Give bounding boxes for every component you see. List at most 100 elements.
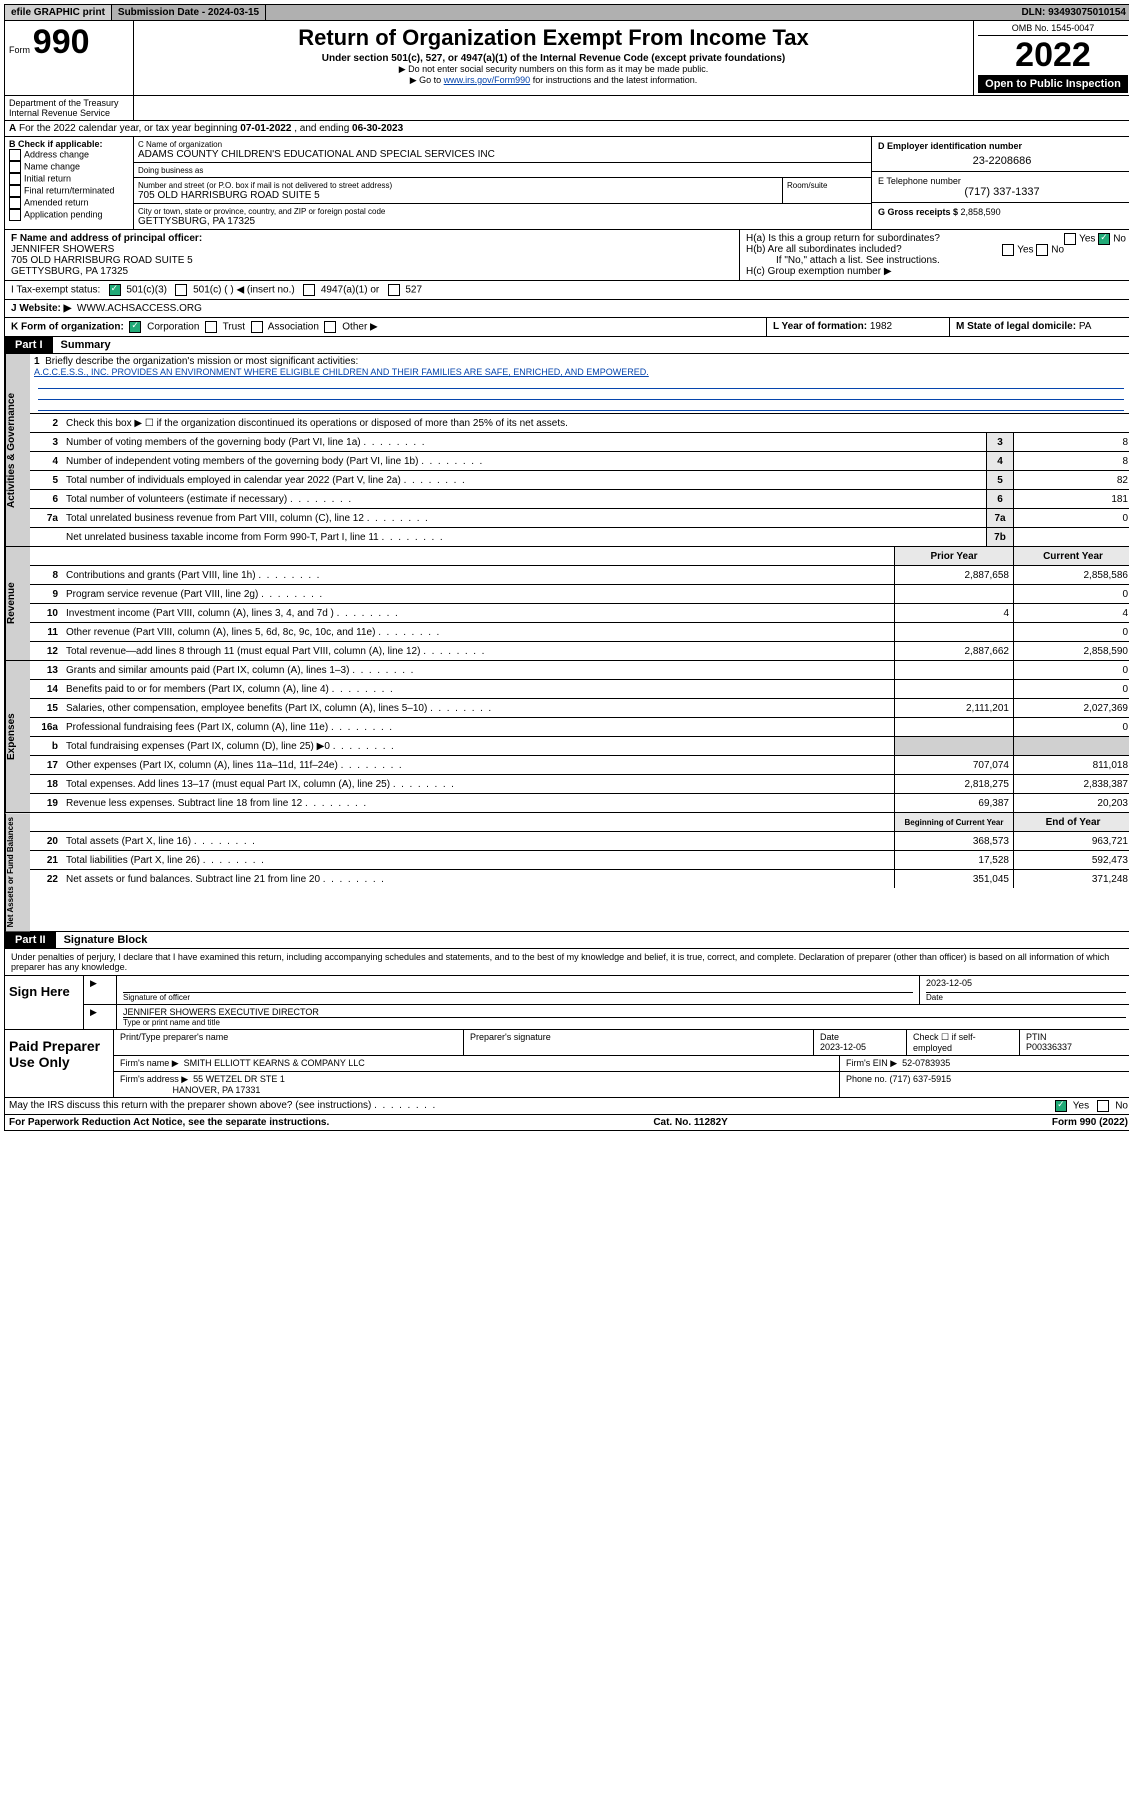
checkbox-association[interactable] (251, 321, 263, 333)
right-info-col: D Employer identification number 23-2208… (871, 137, 1129, 229)
checkbox-501c[interactable] (175, 284, 187, 296)
title-cell: Return of Organization Exempt From Incom… (134, 21, 974, 95)
firm-addr2: HANOVER, PA 17331 (173, 1085, 261, 1095)
line-num: 12 (30, 646, 62, 657)
sign-here-grid: Sign Here ▶ Signature of officer 2023-12… (5, 975, 1129, 1029)
line-num: 15 (30, 703, 62, 714)
line-desc: Total liabilities (Part X, line 26) (62, 853, 894, 868)
prior-value: 69,387 (894, 794, 1013, 812)
line-num: 14 (30, 684, 62, 695)
summary-line: 5Total number of individuals employed in… (30, 471, 1129, 490)
form-number: 990 (33, 23, 90, 61)
prior-value: 2,818,275 (894, 775, 1013, 793)
officer-sig-date: 2023-12-05 (926, 978, 1126, 992)
domicile-label: M State of legal domicile: (956, 321, 1079, 332)
line-value: 8 (1013, 452, 1129, 470)
summary-line: Net unrelated business taxable income fr… (30, 528, 1129, 546)
box-e: E Telephone number (717) 337-1337 (872, 172, 1129, 203)
firm-name-value: SMITH ELLIOTT KEARNS & COMPANY LLC (184, 1058, 365, 1068)
line-num: 20 (30, 836, 62, 847)
box-g: G Gross receipts $ 2,858,590 (872, 203, 1129, 221)
checkbox-4947[interactable] (303, 284, 315, 296)
line-num: 8 (30, 570, 62, 581)
firm-phone-cell: Phone no. (717) 637-5915 (840, 1072, 1129, 1097)
firm-phone-label: Phone no. (846, 1074, 890, 1084)
top-bar: efile GRAPHIC print Submission Date - 20… (4, 4, 1129, 21)
form-footer: Form 990 (2022) (1052, 1117, 1128, 1128)
line-box: 7a (986, 509, 1013, 527)
footer-row: For Paperwork Reduction Act Notice, see … (4, 1115, 1129, 1131)
instructions-link[interactable]: www.irs.gov/Form990 (444, 75, 531, 85)
part-1-title: Summary (53, 337, 119, 353)
discuss-answers: Yes No (1055, 1100, 1128, 1112)
begin-year-header: Beginning of Current Year (894, 813, 1013, 831)
line-desc: Total revenue—add lines 8 through 11 (mu… (62, 644, 894, 659)
line-num: 22 (30, 874, 62, 885)
checkbox-501c3[interactable] (109, 284, 121, 296)
prior-value (894, 623, 1013, 641)
submission-date-value: 2024-03-15 (208, 7, 259, 18)
box-m: M State of legal domicile: PA (950, 318, 1129, 336)
arrow-icon: ▶ (84, 976, 117, 1004)
summary-line: 16aProfessional fundraising fees (Part I… (30, 718, 1129, 737)
box-c: C Name of organization ADAMS COUNTY CHIL… (134, 137, 871, 229)
summary-line: 13Grants and similar amounts paid (Part … (30, 661, 1129, 680)
row-i: I Tax-exempt status: 501(c)(3) 501(c) ( … (4, 281, 1129, 300)
row-j: J Website: ▶ WWW.ACHSACCESS.ORG (4, 300, 1129, 318)
ein-label: D Employer identification number (878, 141, 1126, 151)
form-subtitle: Under section 501(c), 527, or 4947(a)(1)… (138, 53, 969, 64)
row-klm: K Form of organization: Corporation Trus… (4, 318, 1129, 337)
street-label: Number and street (or P.O. box if mail i… (138, 181, 392, 190)
checkbox-initial-return[interactable]: Initial return (9, 173, 129, 185)
formation-year-label: L Year of formation: (773, 321, 870, 332)
checkbox-amended-return[interactable]: Amended return (9, 197, 129, 209)
form-label: Form (9, 45, 30, 55)
summary-line: 8Contributions and grants (Part VIII, li… (30, 566, 1129, 585)
checkbox-address-change[interactable]: Address change (9, 149, 129, 161)
prior-value (894, 585, 1013, 603)
summary-line: 3Number of voting members of the governi… (30, 433, 1129, 452)
discuss-yes-checkbox[interactable] (1055, 1100, 1067, 1112)
checkbox-final-return[interactable]: Final return/terminated (9, 185, 129, 197)
city-label: City or town, state or province, country… (138, 207, 385, 216)
line-desc: Net assets or fund balances. Subtract li… (62, 872, 894, 887)
checkbox-application-pending[interactable]: Application pending (9, 209, 129, 221)
checkbox-527[interactable] (388, 284, 400, 296)
mission-text: A.C.C.E.S.S., INC. PROVIDES AN ENVIRONME… (34, 367, 649, 377)
ha-no-checkbox[interactable] (1098, 233, 1110, 245)
summary-line: 12Total revenue—add lines 8 through 11 (… (30, 642, 1129, 660)
prep-sig-header: Preparer's signature (464, 1030, 814, 1055)
current-value: 2,838,387 (1013, 775, 1129, 793)
expenses-body: 13Grants and similar amounts paid (Part … (30, 661, 1129, 812)
h-c-row: H(c) Group exemption number ▶ (746, 266, 1126, 277)
ha-yes-checkbox[interactable] (1064, 233, 1076, 245)
current-value: 811,018 (1013, 756, 1129, 774)
line-num: 13 (30, 665, 62, 676)
firm-ein-label: Firm's EIN ▶ (846, 1058, 897, 1068)
line-desc: Grants and similar amounts paid (Part IX… (62, 663, 894, 678)
checkbox-other[interactable] (324, 321, 336, 333)
hb-no-checkbox[interactable] (1036, 244, 1048, 256)
checkbox-trust[interactable] (205, 321, 217, 333)
line-desc: Revenue less expenses. Subtract line 18 … (62, 796, 894, 811)
officer-name-cell: JENNIFER SHOWERS EXECUTIVE DIRECTOR Type… (117, 1005, 1129, 1029)
line-num: 17 (30, 760, 62, 771)
officer-typed-name: JENNIFER SHOWERS EXECUTIVE DIRECTOR (123, 1007, 1126, 1017)
hb-yes-checkbox[interactable] (1002, 244, 1014, 256)
line-desc: Total expenses. Add lines 13–17 (must eq… (62, 777, 894, 792)
period-begin: 07-01-2022 (240, 123, 291, 134)
efile-print-button[interactable]: efile GRAPHIC print (5, 5, 112, 20)
netassets-header-row: Beginning of Current Year End of Year (30, 813, 1129, 832)
checkbox-name-change[interactable]: Name change (9, 161, 129, 173)
checkbox-corporation[interactable] (129, 321, 141, 333)
discuss-no-checkbox[interactable] (1097, 1100, 1109, 1112)
firm-addr-row: Firm's address ▶ 55 WETZEL DR STE 1 HANO… (114, 1072, 1129, 1097)
line-value: 82 (1013, 471, 1129, 489)
current-value: 0 (1013, 585, 1129, 603)
form-org-label: K Form of organization: (11, 322, 124, 333)
line-box: 6 (986, 490, 1013, 508)
line-desc: Total number of individuals employed in … (62, 473, 986, 488)
current-value: 2,027,369 (1013, 699, 1129, 717)
box-b: B Check if applicable: Address change Na… (5, 137, 134, 229)
prep-ptin-cell: PTIN P00336337 (1020, 1030, 1129, 1055)
